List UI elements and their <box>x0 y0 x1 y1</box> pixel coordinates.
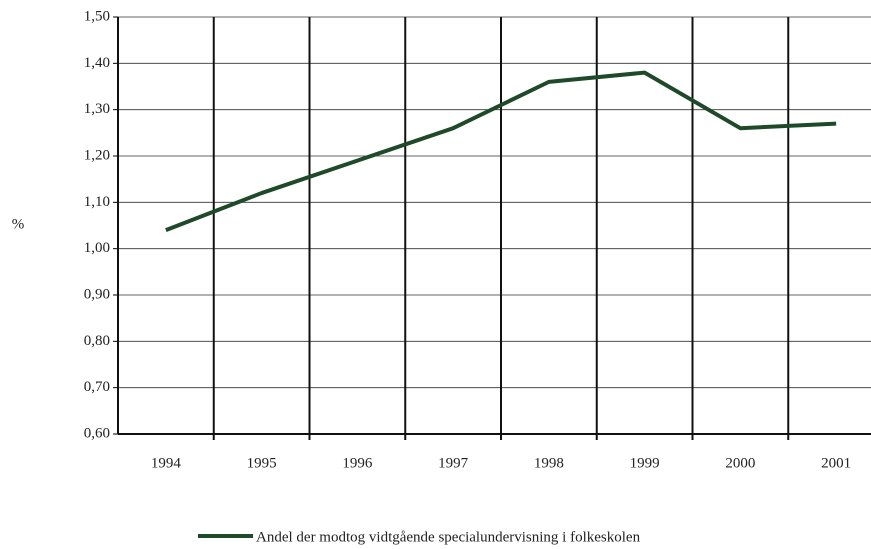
x-tick-label: 2001 <box>821 455 851 471</box>
y-tick-label: 0,80 <box>84 333 110 349</box>
y-tick-label: 0,90 <box>84 286 110 302</box>
x-tick-label: 1997 <box>438 455 469 471</box>
x-tick-label: 1994 <box>151 455 182 471</box>
y-axis-label: % <box>12 216 25 232</box>
y-tick-label: 1,40 <box>84 55 110 71</box>
x-tick-label: 1999 <box>630 455 660 471</box>
data-line <box>165 70 837 232</box>
x-tick-label: 1995 <box>247 455 277 471</box>
x-tick-label: 1996 <box>342 455 373 471</box>
x-tick-label: 2000 <box>725 455 755 471</box>
y-tick-label: 1,00 <box>84 240 110 256</box>
y-tick-label: 0,60 <box>84 425 110 441</box>
legend-label: Andel der modtog vidtgående specialunder… <box>256 529 641 545</box>
y-tick-label: 1,20 <box>84 147 110 163</box>
y-tick-label: 1,10 <box>84 194 110 210</box>
x-tick-label: 1998 <box>534 455 564 471</box>
y-tick-label: 1,50 <box>84 8 110 24</box>
y-tick-label: 0,70 <box>84 379 110 395</box>
y-tick-label: 1,30 <box>84 101 110 117</box>
